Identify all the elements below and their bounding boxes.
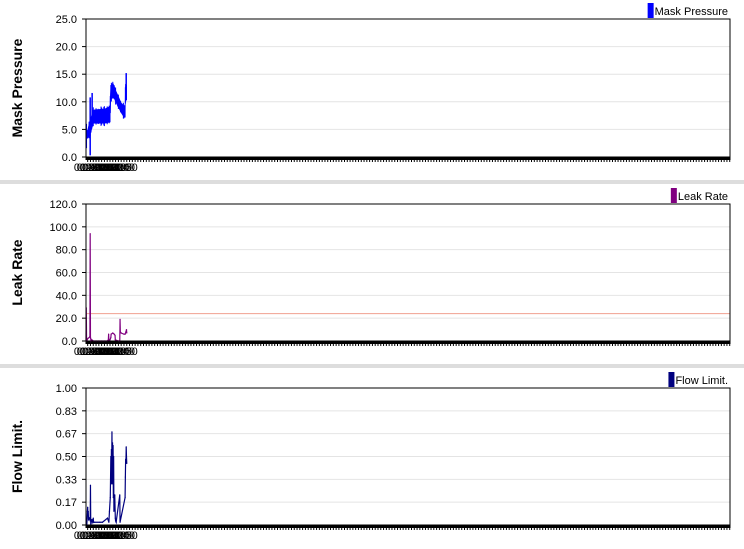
y-tick-label: 40.0 (56, 290, 77, 302)
x-tick-label: 02:50 (93, 346, 121, 358)
series-point (91, 339, 93, 341)
y-axis-label: Leak Rate (9, 239, 25, 305)
x-tick-label: 03:00 (96, 162, 124, 174)
series-point (126, 332, 128, 334)
x-tick-label: 03:20 (102, 346, 130, 358)
x-tick-label: 03:10 (99, 162, 127, 174)
y-tick-label: 0.50 (56, 452, 77, 464)
y-tick-label: 0.0 (62, 336, 77, 348)
x-tick-label: 03:20 (102, 162, 130, 174)
y-tick-label: 0.33 (56, 474, 77, 486)
x-tick-label: 01:50 (77, 162, 105, 174)
panel-flow-limit: 0.000.170.330.500.670.831.0001:4001:5002… (9, 372, 731, 542)
y-tick-label: 10.0 (56, 97, 77, 109)
x-tick-label: 02:10 (82, 162, 110, 174)
legend-swatch (647, 3, 654, 18)
series-point (110, 336, 112, 339)
x-tick-label: 02:20 (85, 346, 113, 358)
series-point (123, 333, 125, 335)
series-point (125, 331, 127, 333)
x-tick-label: 03:30 (105, 162, 133, 174)
series-point (108, 339, 110, 341)
y-tick-label: 0.0 (62, 152, 77, 164)
y-tick-label: 0.00 (56, 520, 77, 532)
y-tick-label: 100.0 (49, 222, 77, 234)
series-point (113, 333, 115, 335)
x-tick-label: 02:30 (88, 162, 116, 174)
series-point (109, 339, 111, 341)
x-tick-label: 02:40 (91, 346, 119, 358)
series-point (120, 332, 122, 334)
series-point (112, 332, 114, 334)
x-tick-label: 01:50 (77, 346, 105, 358)
y-tick-label: 20.0 (56, 313, 77, 325)
y-tick-label: 20.0 (56, 42, 77, 54)
series-point (89, 335, 91, 338)
plot-frame (85, 18, 731, 158)
x-tick-label: 03:50 (110, 162, 138, 174)
series-point (119, 318, 121, 320)
x-tick-label: 02:20 (85, 162, 113, 174)
series-point (90, 338, 92, 340)
x-tick-label: 02:10 (82, 346, 110, 358)
y-tick-label: 80.0 (56, 245, 77, 257)
x-tick-label: 03:50 (110, 346, 138, 358)
x-tick-label: 02:00 (79, 346, 107, 358)
series-point (114, 339, 116, 341)
series-point (89, 233, 91, 235)
x-tick-label: 01:40 (74, 346, 102, 358)
y-tick-label: 1.00 (56, 383, 77, 395)
y-tick-label: 25.0 (56, 14, 77, 26)
series-point (119, 331, 121, 333)
plot-area (86, 19, 730, 157)
x-tick-label: 03:00 (96, 346, 124, 358)
y-tick-label: 60.0 (56, 268, 77, 280)
y-tick-label: 0.83 (56, 406, 77, 418)
series-point (124, 333, 126, 335)
legend-label: Leak Rate (678, 191, 728, 203)
x-tick-label: 03:10 (99, 346, 127, 358)
series-point (89, 336, 92, 339)
plot-frame (85, 203, 731, 342)
legend-label: Mask Pressure (655, 6, 728, 18)
x-tick-label: 02:50 (93, 162, 121, 174)
legend-swatch (670, 188, 677, 203)
series-line (85, 233, 128, 343)
series-point (87, 338, 89, 340)
y-tick-label: 5.0 (62, 124, 77, 136)
x-tick-label: 01:40 (74, 162, 102, 174)
series-point (114, 334, 116, 336)
series-point (88, 336, 90, 339)
x-tick-label: 03:30 (105, 346, 133, 358)
y-tick-label: 0.67 (56, 429, 77, 441)
x-tick-label: 02:30 (88, 346, 116, 358)
series-point (110, 333, 112, 335)
x-tick-label: 03:40 (107, 162, 135, 174)
y-tick-label: 15.0 (56, 69, 77, 81)
y-tick-label: 120.0 (49, 199, 77, 211)
x-tick-label: 03:40 (107, 346, 135, 358)
panel-mask-pressure: 0.0 5.0 10.0 15.0 20.0 25.0 01:4001:5002:0002:… (0, 3, 744, 184)
y-tick-label: 0.17 (56, 497, 77, 509)
x-tick-label: 02:40 (91, 162, 119, 174)
x-tick-label: 02:00 (79, 162, 107, 174)
panel-leak-rate: 0.020.040.060.080.0100.0120.001:4001:500… (0, 188, 744, 368)
y-axis-label: Mask Pressure (9, 38, 25, 137)
series-point (125, 328, 128, 331)
series-point (108, 333, 110, 335)
